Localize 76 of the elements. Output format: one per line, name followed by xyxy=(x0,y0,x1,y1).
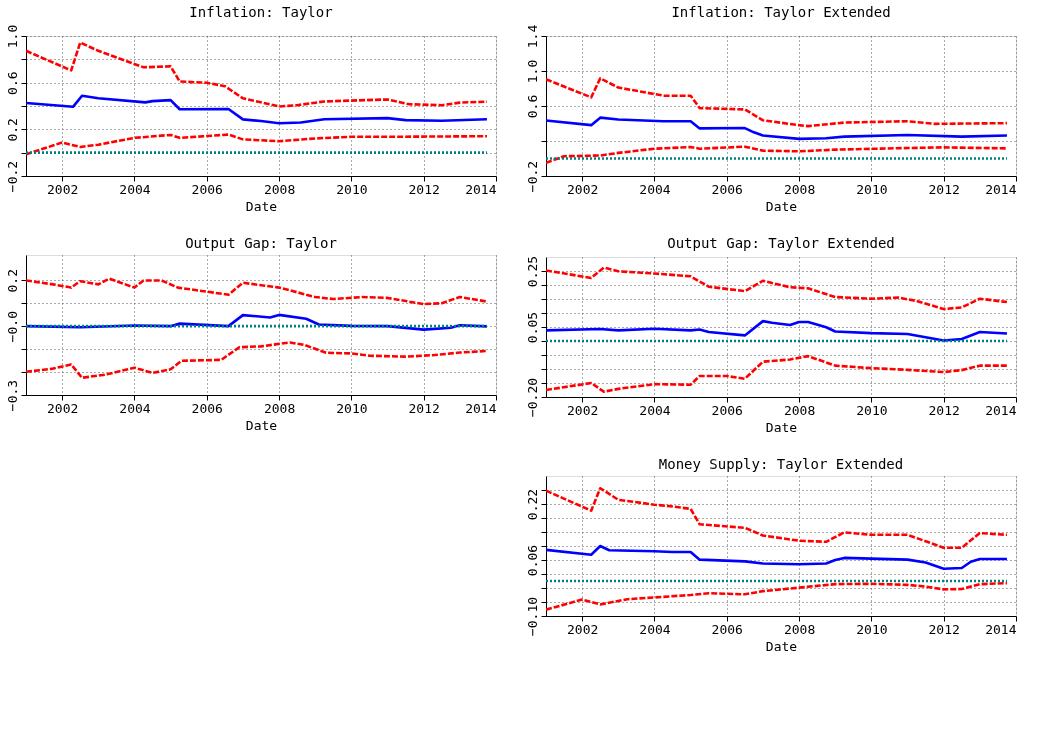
x-tick-label: 2008 xyxy=(783,621,816,637)
x-tick-label: 2010 xyxy=(856,402,888,418)
x-tick-label: 2010 xyxy=(336,400,368,416)
x-tick-label: 2010 xyxy=(856,621,888,637)
x-tick-label: 2002 xyxy=(567,621,599,637)
y-tick-label: −0.10 xyxy=(524,596,540,637)
line-series xyxy=(546,116,1009,141)
x-tick-label: 2002 xyxy=(47,181,79,197)
line-series xyxy=(26,94,489,125)
x-axis-title: Date xyxy=(765,638,798,654)
y-tick-label: 0.2 xyxy=(4,269,20,293)
x-axis-title: Date xyxy=(765,198,798,214)
x-axis-title: Date xyxy=(245,417,278,433)
line-series xyxy=(546,544,1009,571)
x-tick-label: 2004 xyxy=(119,400,151,416)
x-tick-label: 2004 xyxy=(119,181,151,197)
line-series xyxy=(546,581,1009,611)
x-tick-label: 2002 xyxy=(567,402,599,418)
x-tick-label: 2004 xyxy=(639,181,671,197)
chart-title: Output Gap: Taylor Extended xyxy=(667,235,895,252)
x-tick-label: 2010 xyxy=(856,181,888,197)
x-tick-label: 2006 xyxy=(711,181,743,197)
x-tick-label: 2010 xyxy=(336,181,368,197)
y-tick-label: 0.25 xyxy=(524,255,540,288)
line-series xyxy=(26,341,489,380)
chart-title: Inflation: Taylor Extended xyxy=(671,4,891,21)
x-tick-label: 2012 xyxy=(928,181,960,197)
y-tick-label: −0.3 xyxy=(4,379,20,412)
y-tick-label: −0.0 xyxy=(4,310,20,343)
x-tick-label: 2006 xyxy=(191,181,223,197)
x-tick-label: 2008 xyxy=(783,402,816,418)
x-tick-label: 2012 xyxy=(928,402,960,418)
x-axis-title: Date xyxy=(245,198,278,214)
y-tick-label: 0.2 xyxy=(4,118,20,142)
x-tick-label: 2014 xyxy=(985,621,1017,637)
y-tick-label: 0.6 xyxy=(4,71,20,95)
y-tick-label: 1.0 xyxy=(4,24,20,49)
x-tick-label: 2012 xyxy=(408,181,440,197)
line-series xyxy=(26,41,489,108)
x-tick-label: 2014 xyxy=(985,181,1017,197)
line-series xyxy=(546,486,1009,550)
y-tick-label: −0.2 xyxy=(4,160,20,193)
x-tick-label: 2014 xyxy=(465,181,497,197)
x-tick-label: 2006 xyxy=(711,621,743,637)
line-series xyxy=(26,277,489,306)
line-series xyxy=(546,266,1009,311)
x-tick-label: 2014 xyxy=(465,400,497,416)
x-axis-title: Date xyxy=(765,419,798,435)
chart-title: Money Supply: Taylor Extended xyxy=(658,456,904,472)
line-series xyxy=(546,77,1009,128)
y-tick-label: 1.4 xyxy=(524,24,540,49)
y-tick-label: 0.22 xyxy=(524,488,540,521)
x-tick-label: 2008 xyxy=(263,400,296,416)
x-tick-label: 2004 xyxy=(639,621,671,637)
x-tick-label: 2002 xyxy=(567,181,599,197)
y-tick-label: 0.05 xyxy=(524,311,540,344)
x-tick-label: 2014 xyxy=(985,402,1017,418)
x-tick-label: 2004 xyxy=(639,402,671,418)
y-tick-label: 1.0 xyxy=(524,59,540,84)
x-tick-label: 2012 xyxy=(408,400,440,416)
line-series xyxy=(546,354,1009,393)
y-tick-label: 0.6 xyxy=(524,94,540,119)
chart-title: Output Gap: Taylor xyxy=(185,235,337,251)
x-tick-label: 2006 xyxy=(191,400,223,416)
x-tick-label: 2012 xyxy=(928,621,960,637)
y-tick-label: 0.06 xyxy=(524,544,540,577)
x-tick-label: 2008 xyxy=(263,181,296,197)
y-tick-label: −0.20 xyxy=(524,377,540,418)
x-tick-label: 2008 xyxy=(783,181,816,197)
y-tick-label: −0.2 xyxy=(524,160,540,193)
x-tick-label: 2002 xyxy=(47,400,79,416)
line-series xyxy=(26,133,489,156)
line-series xyxy=(546,145,1009,165)
x-tick-label: 2006 xyxy=(711,402,743,418)
line-series xyxy=(546,319,1009,342)
chart-title: Inflation: Taylor xyxy=(189,4,333,21)
